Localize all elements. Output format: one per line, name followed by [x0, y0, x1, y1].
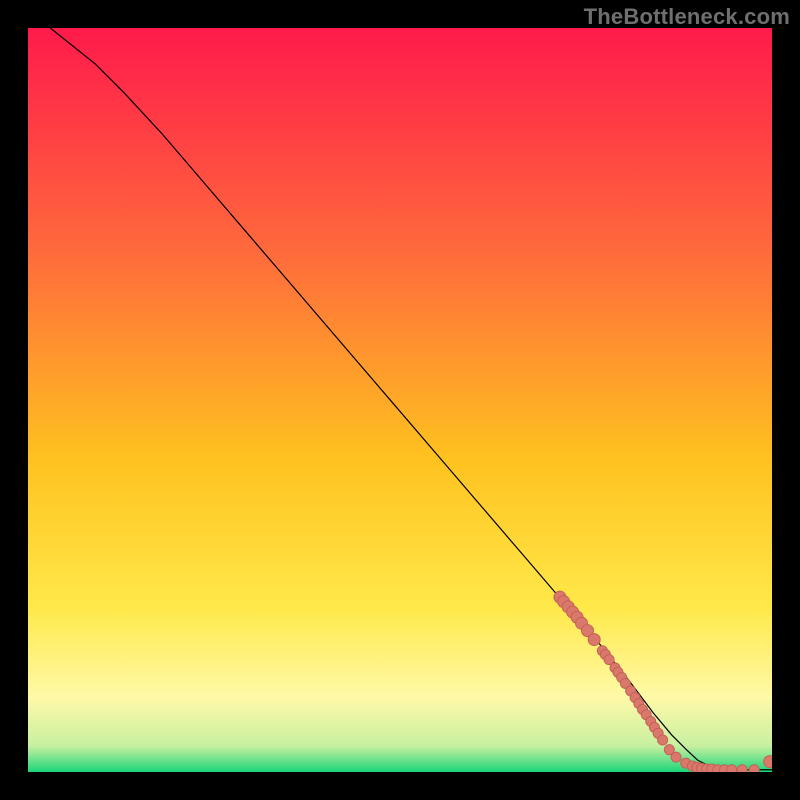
- data-point: [658, 735, 668, 745]
- data-point: [737, 765, 747, 772]
- plot-area: [28, 28, 772, 772]
- chart-svg: [28, 28, 772, 772]
- watermark-text: TheBottleneck.com: [584, 4, 790, 30]
- data-point: [764, 756, 772, 768]
- data-point: [749, 765, 759, 772]
- data-point: [588, 634, 600, 646]
- gradient-background: [28, 28, 772, 772]
- data-point: [671, 752, 681, 762]
- data-point: [727, 765, 737, 772]
- chart-frame: { "meta": { "watermark": "TheBottleneck.…: [0, 0, 800, 800]
